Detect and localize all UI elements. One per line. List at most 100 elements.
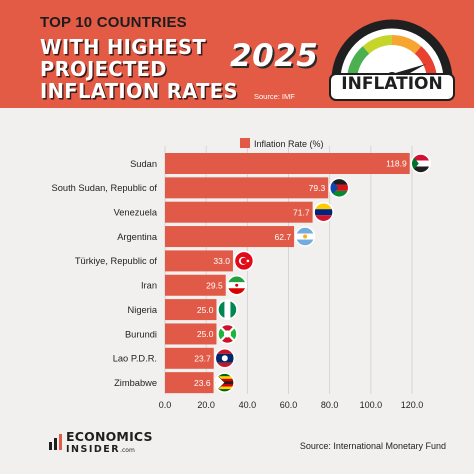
iran-flag-icon	[226, 275, 247, 296]
bar	[165, 201, 313, 223]
flag-ring	[233, 250, 255, 272]
value-label: 79.3	[309, 183, 326, 193]
brand-name-top: ECONOMICS	[66, 429, 153, 444]
flag-stripe	[330, 184, 349, 191]
sudan-flag-icon	[410, 153, 431, 174]
flag-ring	[217, 299, 238, 320]
bar	[165, 153, 410, 174]
brand-insider: INSIDER	[66, 444, 121, 455]
flag-triangle	[215, 373, 225, 392]
flag-ring	[214, 348, 236, 369]
x-tick-label: 80.0	[321, 400, 339, 410]
flag-stripe	[296, 227, 315, 234]
south-sudan-flag-icon	[328, 177, 350, 199]
gauge-icon	[329, 19, 455, 101]
flag-ring	[313, 201, 334, 223]
flag-crescent-cut	[240, 257, 248, 265]
brand-name-bottom: INSIDER.com	[66, 444, 135, 455]
flag-disc	[223, 330, 232, 338]
flag-ring	[328, 177, 350, 199]
header-source-tag: Source: IMF	[254, 92, 295, 101]
flag-body	[330, 178, 349, 197]
flag-stripe	[224, 300, 231, 319]
flag-part	[218, 324, 228, 343]
flag-ring	[410, 153, 431, 174]
flag-stripe	[411, 166, 430, 173]
economics-insider-logo-icon	[49, 434, 62, 450]
turkiye-flag-icon	[233, 250, 255, 272]
bar	[165, 226, 295, 248]
flag-stripe	[215, 383, 234, 387]
flag-body	[218, 300, 237, 319]
flag-body	[215, 349, 234, 368]
flag-stripe	[215, 373, 234, 377]
legend-label: Inflation Rate (%)	[254, 139, 324, 149]
bar	[165, 323, 217, 345]
flag-ring	[294, 226, 316, 247]
flag-sun	[303, 234, 308, 239]
flag-stripe	[215, 378, 234, 382]
category-label: Sudan	[130, 159, 157, 169]
argentina-flag-icon	[294, 226, 316, 247]
venezuela-flag-icon	[313, 201, 334, 223]
flag-stripe	[411, 154, 430, 161]
flag-stripe	[227, 276, 246, 283]
flag-body	[218, 324, 237, 343]
flag-ring	[217, 323, 238, 345]
value-label: 25.0	[197, 329, 214, 339]
flag-body	[215, 373, 234, 392]
flag-stripe	[314, 203, 333, 210]
flag-stripe	[330, 178, 349, 185]
bar	[165, 274, 226, 296]
category-label: Nigeria	[128, 305, 158, 315]
bar	[165, 250, 233, 272]
flag-disc	[221, 355, 228, 362]
flag-stripe	[215, 376, 234, 379]
bar-chart: Inflation Rate (%) Sudan 118.9 South Sudan,…	[52, 138, 431, 410]
bar	[165, 372, 214, 394]
flag-body	[314, 203, 333, 222]
x-tick-label: 60.0	[280, 400, 298, 410]
flag-triangle	[330, 178, 339, 197]
flag-stripe	[411, 160, 430, 167]
x-tick-label: 0.0	[159, 400, 172, 410]
value-label: 23.6	[194, 378, 211, 388]
value-label: 29.5	[206, 280, 223, 290]
flag-body	[411, 154, 430, 173]
flag-stripe	[215, 362, 234, 368]
flag-triangle	[411, 154, 419, 173]
flag-stripe	[215, 349, 234, 354]
flag-part	[227, 324, 237, 343]
category-label: South Sudan, Republic of	[52, 183, 158, 193]
flag-stripe	[330, 190, 349, 197]
nigeria-flag-icon	[217, 299, 238, 320]
header-year: 2025	[230, 38, 319, 74]
flag-stripe	[215, 389, 234, 392]
flag-ring	[226, 275, 247, 296]
header-title-line3: INFLATION RATES	[40, 79, 238, 103]
flag-body	[227, 276, 246, 295]
brand-suffix: .com	[120, 447, 135, 454]
x-tick-label: 20.0	[197, 400, 215, 410]
flag-part	[218, 324, 237, 334]
flag-stripe	[314, 215, 333, 222]
zimbabwe-flag-icon	[214, 372, 235, 393]
flag-ring	[214, 372, 235, 393]
category-label: Türkiye, Republic of	[75, 256, 158, 266]
x-tick-label: 40.0	[239, 400, 257, 410]
category-label: Iran	[141, 281, 157, 291]
category-label: Venezuela	[114, 208, 158, 218]
burundi-flag-icon	[217, 323, 238, 345]
value-label: 71.7	[293, 207, 310, 217]
flag-stripe	[314, 209, 333, 216]
bar	[165, 299, 217, 321]
flag-star	[246, 259, 250, 263]
flag-body	[234, 251, 253, 270]
flag-stripe	[230, 300, 237, 319]
value-label: 118.9	[386, 159, 407, 169]
header-title-line1: WITH HIGHEST	[40, 35, 207, 59]
category-label: Argentina	[117, 232, 158, 242]
flag-stripe	[215, 386, 234, 390]
value-label: 25.0	[197, 305, 214, 315]
gauge-label: INFLATION	[341, 74, 443, 94]
